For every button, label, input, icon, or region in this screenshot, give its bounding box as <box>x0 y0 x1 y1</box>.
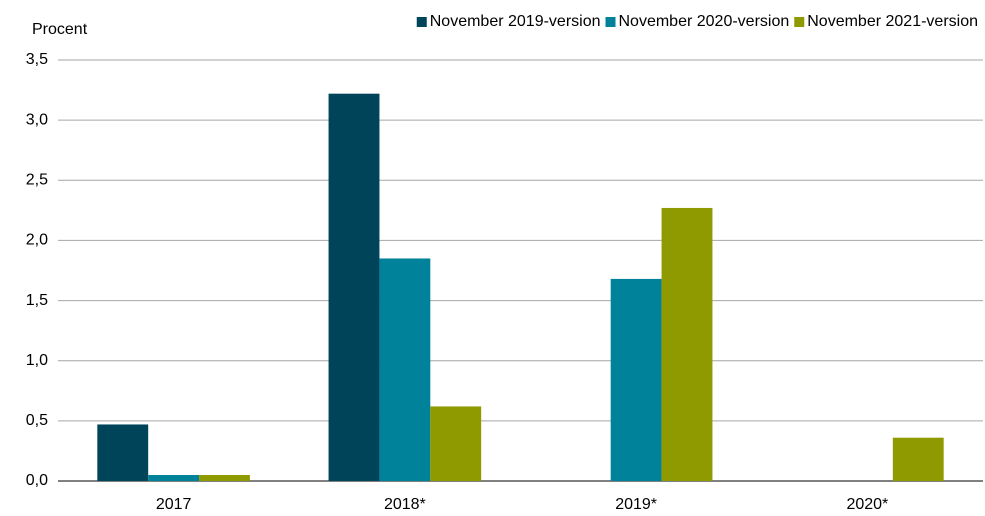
bar <box>430 406 482 481</box>
legend-swatch <box>605 17 616 27</box>
x-tick-label: 2017 <box>156 496 192 513</box>
bar <box>328 93 380 482</box>
bar <box>892 437 944 481</box>
bar <box>661 207 713 482</box>
legend-swatch <box>794 17 805 27</box>
y-tick-label: 2,5 <box>26 172 48 189</box>
legend-swatch <box>416 17 427 27</box>
y-tick-label: 1,5 <box>26 292 48 309</box>
y-axis-label: Procent <box>32 21 88 38</box>
x-tick-label: 2018* <box>384 496 426 513</box>
legend-label: November 2021-version <box>807 13 978 30</box>
bar <box>199 474 250 481</box>
y-tick-label: 0,0 <box>26 472 48 489</box>
y-tick-label: 0,5 <box>26 412 48 429</box>
legend-label: November 2019-version <box>430 13 601 30</box>
legend-label: November 2020-version <box>619 13 790 30</box>
bar <box>148 474 200 481</box>
bar <box>610 278 662 481</box>
x-tick-label: 2020* <box>846 496 888 513</box>
y-tick-label: 3,5 <box>26 51 48 68</box>
y-tick-label: 3,0 <box>26 111 48 128</box>
y-tick-label: 1,0 <box>26 352 48 369</box>
x-tick-label: 2019* <box>615 496 657 513</box>
bar <box>97 424 149 481</box>
bar <box>379 258 431 481</box>
y-tick-label: 2,0 <box>26 232 48 249</box>
